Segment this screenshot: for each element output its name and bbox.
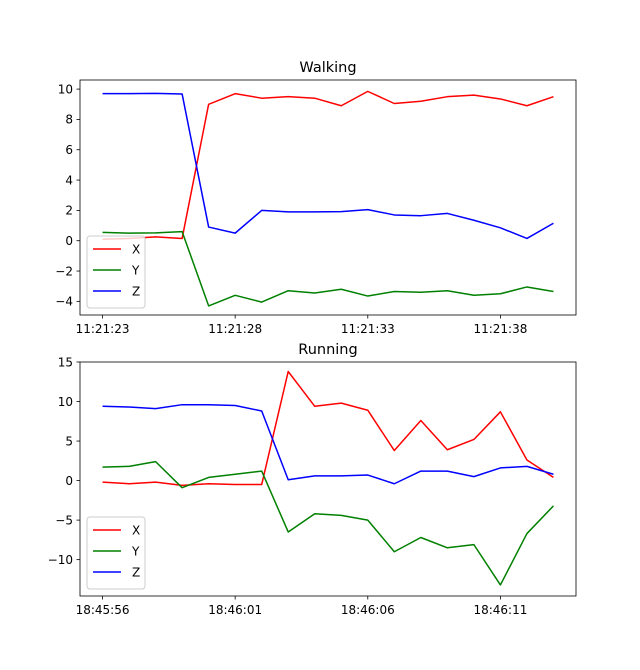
chart-1-series-x-line [102,370,554,487]
chart-0-legend-label-z: Z [132,285,140,299]
chart-1-legend-box [86,516,146,590]
chart-0-x-tick-label: 11:21:23 [76,322,130,336]
chart-1-y-tick-label: 10 [58,395,73,409]
chart-0-walking: Walking −4 −2 0 2 4 6 8 10 11:21:23 11:21:28 11:21:… [55,60,577,336]
chart-1-series-y-line [102,460,554,586]
chart-1-legend-label-y: Y [131,545,140,559]
chart-0-y-tick-label: 8 [65,113,73,127]
chart-0-y-tick-label: 4 [65,173,73,187]
chart-0-title: Walking [299,60,356,76]
chart-0-legend-box [86,235,146,309]
chart-1-series-z-line [102,403,554,485]
chart-1-legend: XYZ [86,516,146,590]
chart-1-x-tick-label: 18:45:56 [76,603,130,617]
chart-1-y-tick-label: −5 [55,513,73,527]
chart-0-series-x-line [102,90,554,240]
chart-1-y-tick-label: 15 [58,355,73,369]
chart-1-legend-label-x: X [132,524,140,538]
chart-0-y-tick-label: 0 [65,234,73,248]
chart-0-x-tick-label: 11:21:28 [208,322,262,336]
chart-0-legend-label-y: Y [131,264,140,278]
chart-0-y-tick-label: 6 [65,143,73,157]
chart-1-title: Running [298,342,357,358]
chart-0-y-tick-label: −4 [55,295,73,309]
chart-0-legend: XYZ [86,235,146,309]
chart-1-y-tick-label: 5 [65,434,73,448]
chart-0-axes-frame [79,79,577,316]
chart-0-x-tick-label: 11:21:38 [473,322,527,336]
chart-1-y-tick-label: −10 [48,553,73,567]
chart-0-y-tick-label: −2 [55,264,73,278]
chart-0-series-y-line [102,230,554,307]
chart-1-x-tick-label: 18:46:01 [208,603,262,617]
chart-1-axes-frame [79,361,577,597]
chart-1-running: Running −10 −5 0 5 10 15 18:45:56 18:46:01 18:46:… [48,342,577,617]
chart-0-y-tick-label: 2 [65,204,73,218]
chart-0-y-tick-label: 10 [58,82,73,96]
chart-1-y-tick-label: 0 [65,474,73,488]
chart-1-x-tick-label: 18:46:11 [473,603,527,617]
chart-0-series-z-line [102,92,554,240]
chart-0-x-tick-label: 11:21:33 [341,322,395,336]
chart-1-legend-label-z: Z [132,566,140,580]
chart-0-legend-label-x: X [132,243,140,257]
chart-1-x-tick-label: 18:46:06 [341,603,395,617]
